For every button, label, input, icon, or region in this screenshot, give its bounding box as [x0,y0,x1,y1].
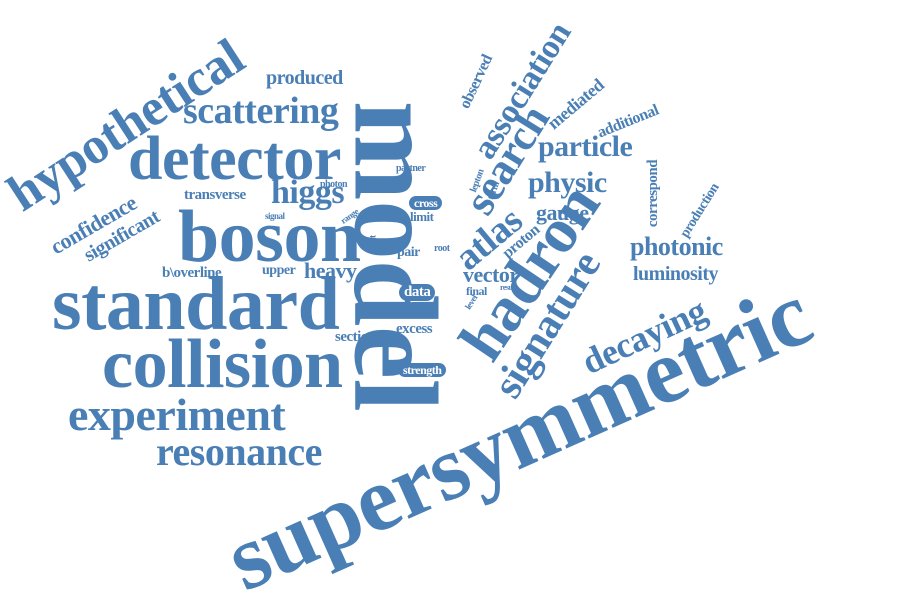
word-boson: boson [178,196,361,278]
word-luminosity: luminosity [633,263,719,285]
word-scattering: scattering [183,90,339,132]
word-upper: upper [262,263,296,278]
word-produced: produced [266,67,343,89]
word-correspond: correspond [645,159,662,228]
word-data: data [399,284,436,301]
word-higgs: higgs [271,174,345,211]
word-jet: jet [397,236,405,245]
word-resonance: resonance [156,429,322,474]
word-limit: limit [410,209,434,224]
word-signal: signal [265,211,285,221]
word-photon: photon [320,179,348,190]
word-experiment: experiment [68,389,286,440]
word-partner: partner [396,163,426,174]
word-strength: strength [398,363,447,377]
word-event: event [367,235,378,254]
word-result: result [500,283,517,292]
word-pair: pair [397,245,420,260]
word-collision: collision [102,326,343,403]
word-root: root [434,243,450,254]
word-observed: observed [456,52,497,112]
word-physic: physic [528,166,607,199]
word-final: final [466,284,487,298]
word-standard: standard [52,262,340,346]
word-transverse: transverse [184,187,246,203]
word-vector: vector [463,262,519,287]
word-section: section [335,329,376,345]
word-gauge: gauge [536,200,589,225]
word-cross: cross [409,196,443,210]
word-b-overline: b\overline [162,265,222,281]
word-particle: particle [538,130,633,163]
word-detector: detector [128,125,341,193]
word-heavy: heavy [304,258,357,283]
word-excess: excess [396,321,433,337]
word-photonic: photonic [630,232,723,261]
